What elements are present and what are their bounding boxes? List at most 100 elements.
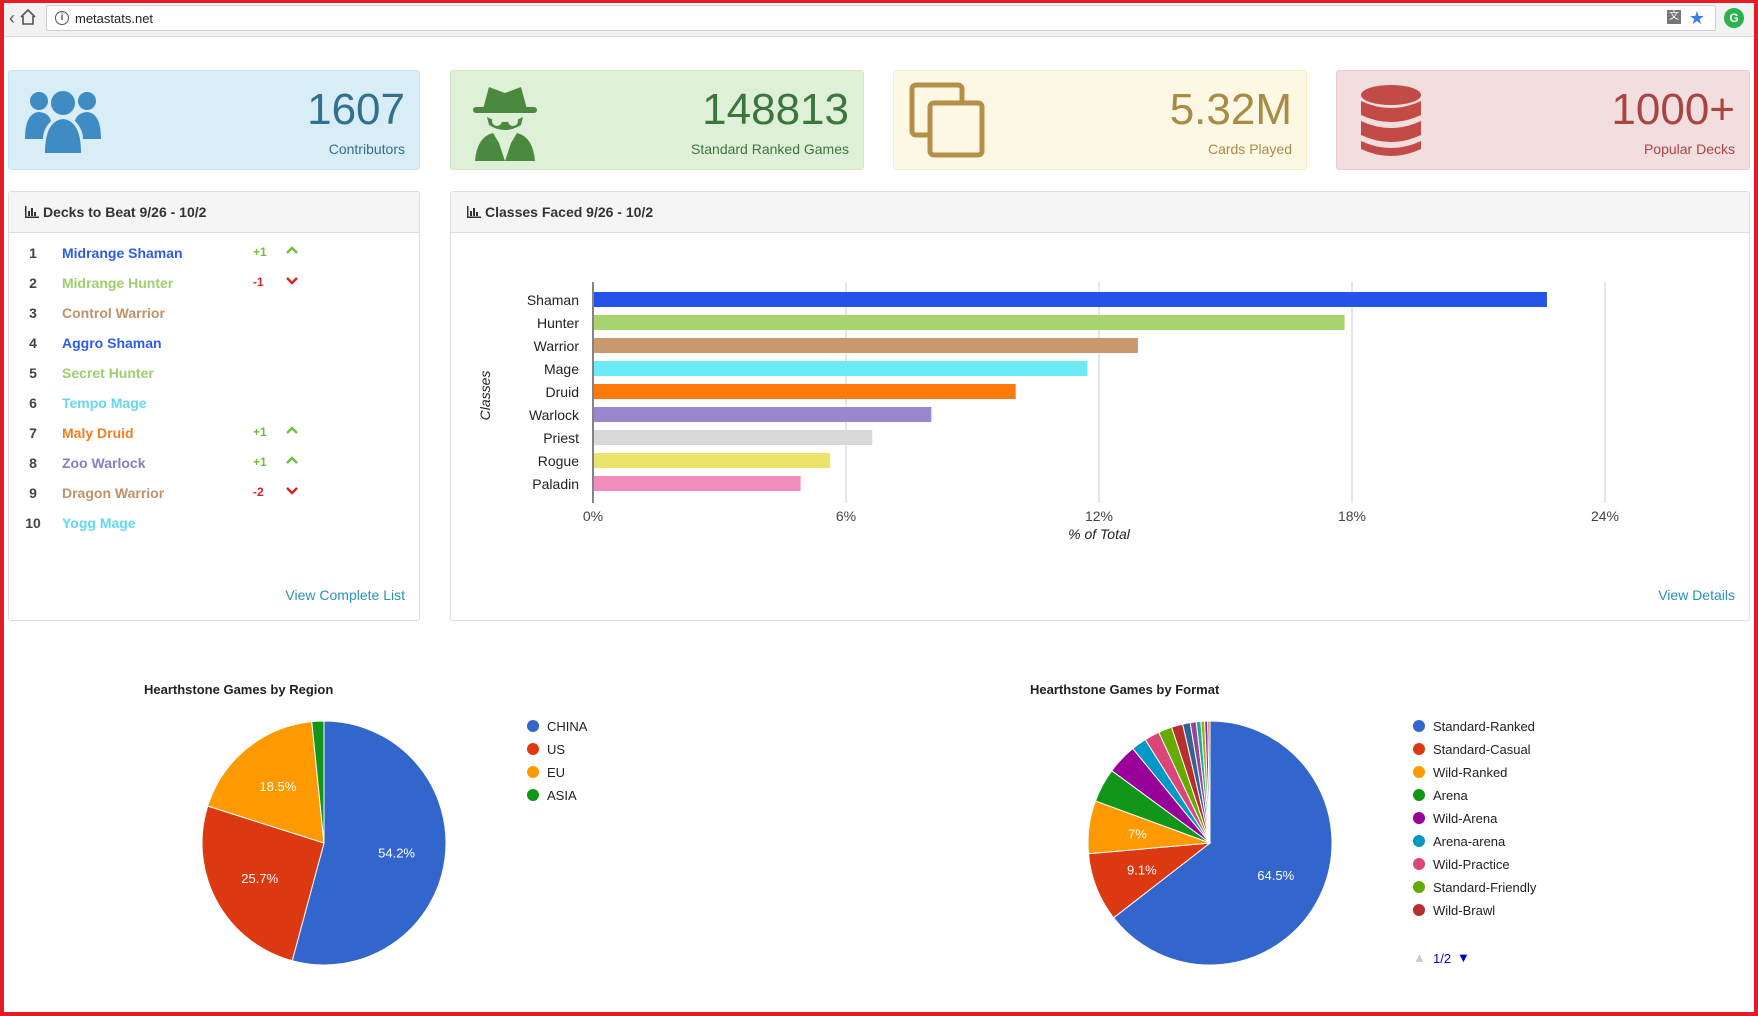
deck-rank: 6 [29,395,37,411]
x-axis-label: % of Total [1068,526,1131,542]
y-tick-label: Druid [546,384,579,400]
legend-swatch [1413,766,1425,778]
slice-label: 25.7% [241,871,278,886]
legend-label: ASIA [547,788,577,803]
legend-label: Standard-Friendly [1433,880,1537,895]
bookmark-star-icon[interactable]: ★ [1688,8,1705,28]
deck-rank: 10 [25,515,41,531]
view-details-link[interactable]: View Details [1658,587,1735,603]
legend-label: CHINA [547,719,588,734]
legend-swatch [527,766,539,778]
pie-slice [1207,720,1211,844]
legend-label: EU [547,765,566,780]
x-tick-label: 0% [583,508,603,524]
bar [594,384,1016,399]
chevron-up-icon [286,456,298,464]
legend-swatch [527,789,539,801]
url-text: metastats.net [75,11,154,26]
pie-slice [311,720,325,844]
stat-value: 148813 [702,85,849,134]
address-bar[interactable]: i metastats.net 文 ★ [46,5,1716,31]
y-axis-label: Classes [477,371,493,421]
format-pie-chart: 64.5% 9.1% 7% [1087,720,1333,966]
legend-swatch [1413,743,1425,755]
info-icon[interactable]: i [55,11,69,25]
translate-icon[interactable]: 文 [1667,10,1681,24]
bar [594,407,932,422]
bar [594,476,801,491]
stat-card-decks: 1000+ Popular Decks [1336,70,1750,170]
region-pie-title: Hearthstone Games by Region [144,682,334,697]
deck-change: -2 [253,485,264,499]
deck-rank: 2 [29,275,37,291]
y-tick-label: Warlock [529,407,580,423]
stat-card-contributors: 1607 Contributors [8,70,420,170]
slice-label: 18.5% [259,779,296,794]
stat-label: Contributors [328,141,405,157]
back-icon[interactable]: ‹ [9,8,15,28]
legend-next-icon[interactable]: ▼ [1457,950,1470,965]
pie-slice [207,721,325,844]
stat-value: 5.32M [1169,85,1292,134]
deck-name-link[interactable]: Aggro Shaman [62,335,162,351]
y-tick-label: Priest [543,430,579,446]
legend-label: Wild-Practice [1433,857,1510,872]
classes-bar-chart: 0% 6% 12% 18% 24% Shaman Hunter Warrior Mage Drui… [477,282,1619,542]
legend-label: Arena [1433,788,1468,803]
deck-name-link[interactable]: Dragon Warrior [62,485,165,501]
deck-name-link[interactable]: Yogg Mage [62,515,136,531]
legend-swatch [1413,904,1425,916]
region-pie-chart: 54.2% 25.7% 18.5% [201,720,447,966]
deck-name-link[interactable]: Maly Druid [62,425,134,441]
browser-toolbar: ‹ i metastats.net 文 ★ G [0,0,1758,37]
x-tick-label: 6% [836,508,856,524]
deck-name-link[interactable]: Midrange Shaman [62,245,183,261]
x-tick-label: 18% [1338,508,1366,524]
x-tick-label: 12% [1085,508,1113,524]
chevron-up-icon [286,426,298,434]
deck-rank: 5 [29,365,37,381]
slice-label: 9.1% [1127,863,1157,878]
legend-swatch [1413,881,1425,893]
bar [594,453,831,468]
legend-swatch [1413,835,1425,847]
y-tick-label: Rogue [538,453,579,469]
decks-panel: Decks to Beat 9/26 - 10/2 1 Midrange Sham… [8,191,420,621]
legend-label: Standard-Ranked [1433,719,1535,734]
legend-label: Wild-Arena [1433,811,1498,826]
classes-panel: Classes Faced 9/26 - 10/2 0% 6% 12% 18% 24% S… [450,191,1750,621]
legend-swatch [527,720,539,732]
deck-rank: 8 [29,455,37,471]
legend-prev-icon[interactable]: ▲ [1413,950,1426,965]
legend-label: Standard-Casual [1433,742,1531,757]
home-icon[interactable] [18,8,38,28]
deck-name-link[interactable]: Tempo Mage [62,395,147,411]
deck-name-link[interactable]: Control Warrior [62,305,165,321]
deck-rank: 9 [29,485,37,501]
x-tick-label: 24% [1591,508,1619,524]
panel-title: Classes Faced 9/26 - 10/2 [485,204,654,220]
deck-change: +1 [253,425,267,439]
stat-card-games: 148813 Standard Ranked Games [450,70,864,170]
copy-icon [909,82,985,158]
bar-chart-icon [467,206,481,218]
legend-page: 1/2 [1433,951,1452,966]
slice-label: 54.2% [378,846,415,861]
legend-label: US [547,742,566,757]
panel-header: Decks to Beat 9/26 - 10/2 [9,192,419,233]
bar [594,338,1138,353]
deck-name-link[interactable]: Midrange Hunter [62,275,174,291]
bar [594,361,1088,376]
deck-change: +1 [253,245,267,259]
deck-name-link[interactable]: Zoo Warlock [62,455,146,471]
bar [594,292,1547,307]
view-complete-list-link[interactable]: View Complete List [285,587,405,603]
legend-label: Arena-arena [1433,834,1506,849]
legend-swatch [527,743,539,755]
deck-name-link[interactable]: Secret Hunter [62,365,154,381]
extension-icon[interactable]: G [1724,8,1744,28]
deck-change: -1 [253,275,264,289]
panel-title: Decks to Beat 9/26 - 10/2 [43,204,207,220]
deck-rank: 1 [29,245,37,261]
chevron-down-icon [286,277,298,285]
